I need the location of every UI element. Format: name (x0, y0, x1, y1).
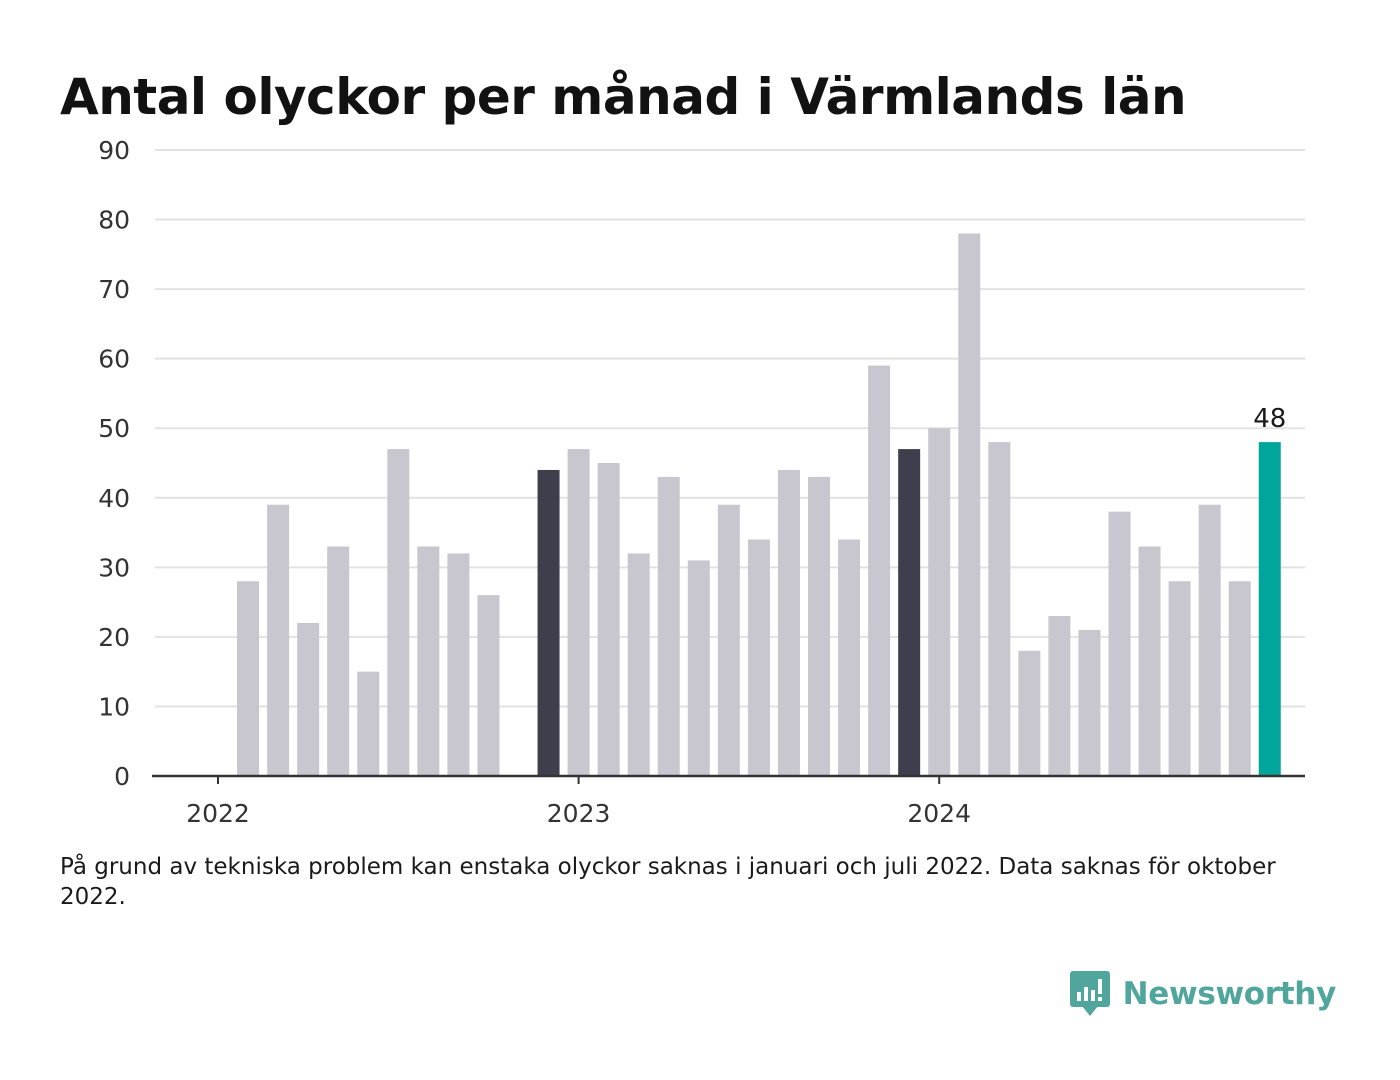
y-tick-label: 40 (98, 484, 130, 513)
bar-2023-08 (777, 469, 800, 776)
bar-2024-07 (1108, 511, 1131, 776)
bar-2024-05 (1048, 616, 1071, 776)
bar-2023-02 (597, 463, 620, 776)
bars (237, 233, 1281, 776)
brand-logo: Newsworthy (1069, 970, 1336, 1018)
bar-2022-04 (297, 622, 320, 776)
bar-2024-03 (988, 442, 1011, 776)
data-label: 48 (1253, 404, 1286, 434)
bar-2024-09 (1168, 581, 1191, 776)
bar-2023-04 (657, 476, 680, 776)
bar-2024-10 (1198, 504, 1221, 776)
y-tick-label: 70 (98, 275, 130, 304)
bar-2023-01 (567, 449, 590, 776)
y-axis: 0 10 20 30 40 50 60 70 80 90 (98, 136, 130, 791)
bar-2022-07 (387, 449, 410, 776)
footnote: På grund av tekniska problem kan enstaka… (60, 854, 1276, 910)
y-tick-label: 20 (98, 623, 130, 652)
x-tick-label-2023: 2023 (547, 799, 611, 828)
bar-2023-03 (627, 553, 650, 776)
bar-2023-10 (838, 539, 861, 776)
y-tick-label: 0 (114, 762, 130, 791)
bar-2022-05 (327, 546, 350, 776)
x-tick-label-2024: 2024 (907, 799, 971, 828)
chart-title: Antal olyckor per månad i Värmlands län (60, 68, 1187, 126)
bar-2022-09 (447, 553, 470, 776)
bar-2023-12 (898, 449, 921, 776)
bar-2024-04 (1018, 650, 1041, 776)
bar-2022-02 (237, 581, 260, 776)
bar-2023-07 (747, 539, 770, 776)
bar-2024-11 (1228, 581, 1251, 776)
bar-2023-06 (717, 504, 740, 776)
y-tick-label: 50 (98, 414, 130, 443)
data-labels: 48 (1253, 404, 1286, 434)
bar-2022-12 (537, 469, 560, 776)
bar-2023-11 (868, 365, 891, 776)
y-tick-label: 80 (98, 206, 130, 235)
y-tick-label: 10 (98, 692, 130, 721)
bar-2023-05 (687, 560, 710, 776)
bar-2022-10 (477, 595, 500, 776)
bar-2024-02 (958, 233, 981, 776)
x-tick-label-2022: 2022 (186, 799, 250, 828)
bar-2024-08 (1138, 546, 1161, 776)
bar-2022-08 (417, 546, 440, 776)
bar-2024-06 (1078, 629, 1101, 776)
bar-2024-01 (928, 428, 951, 776)
bar-2024-12 (1258, 442, 1281, 776)
bar-2022-03 (267, 504, 290, 776)
y-tick-label: 90 (98, 136, 130, 165)
brand-name: Newsworthy (1122, 976, 1337, 1012)
bar-2023-09 (808, 476, 830, 776)
newsworthy-logo-icon (1069, 971, 1110, 1016)
bar-2022-06 (357, 671, 380, 776)
y-tick-label: 60 (98, 345, 130, 374)
y-tick-label: 30 (98, 553, 130, 582)
x-axis: 2022 2023 2024 (152, 774, 1305, 828)
